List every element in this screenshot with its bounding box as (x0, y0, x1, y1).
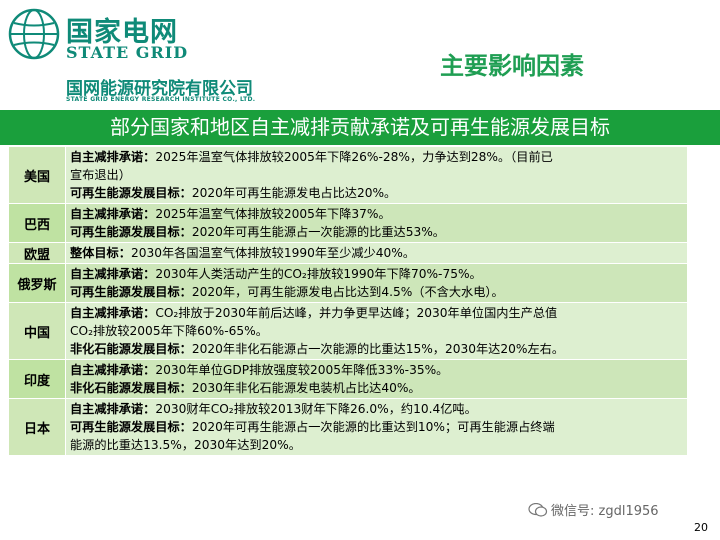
table-row: 俄罗斯 自主减排承诺：2030年人类活动产生的CO₂排放较1990年下降70%-7… (8, 263, 688, 303)
country-cell: 中国 (8, 302, 66, 360)
commitment-text: 2030年人类活动产生的CO₂排放较1990年下降70%-75%。 (155, 267, 482, 281)
commitment-cell: 自主减排承诺：2030年单位GDP排放强度较2005年降低33%-35%。 非化石… (65, 359, 688, 399)
table-row: 欧盟 整体目标：2030年各国温室气体排放较1990年至少减少40%。 (8, 242, 688, 264)
commitment-label: 自主减排承诺： (70, 402, 156, 416)
commitment-line: 非化石能源发展目标：2030年非化石能源发电装机占比达40%。 (70, 379, 683, 397)
commitment-label: 可再生能源发展目标： (70, 186, 192, 200)
commitment-line: 能源的比重达13.5%，2030年达到20%。 (70, 436, 683, 454)
commitment-line: 自主减排承诺：2025年温室气体排放较2005年下降37%。 (70, 205, 683, 223)
commitment-text: 2020年可再生能源占一次能源的比重达53%。 (191, 225, 445, 239)
country-cell: 欧盟 (8, 242, 66, 264)
commitment-text: 2030年各国温室气体排放较1990年至少减少40%。 (130, 246, 416, 260)
commitment-cell: 自主减排承诺：CO₂排放于2030年前后达峰，并力争更早达峰；2030年单位国内… (65, 302, 688, 360)
commitment-cell: 整体目标：2030年各国温室气体排放较1990年至少减少40%。 (65, 242, 688, 264)
logo-area: 国家电网 STATE GRID 国网能源研究院有限公司 STATE GRID E… (8, 6, 308, 106)
commitment-line: 自主减排承诺：2030年人类活动产生的CO₂排放较1990年下降70%-75%。 (70, 265, 683, 283)
watermark-text: 微信号: zgdl1956 (551, 504, 659, 519)
page-title: 主要影响因素 (440, 52, 584, 80)
commitment-text: 2025年温室气体排放较2005年下降37%。 (155, 207, 391, 221)
commitment-line: CO₂排放较2005年下降60%-65%。 (70, 322, 683, 340)
institute-name-cn: 国网能源研究院有限公司 (66, 79, 253, 99)
commitment-label: 整体目标： (70, 246, 131, 260)
commitment-line: 自主减排承诺：2030财年CO₂排放较2013财年下降26.0%，约10.4亿吨… (70, 400, 683, 418)
wechat-watermark: 微信号: zgdl1956 (528, 500, 659, 519)
commitment-line: 非化石能源发展目标：2020年非化石能源占一次能源的比重达15%，2030年达2… (70, 340, 683, 358)
banner-title: 部分国家和地区自主减排贡献承诺及可再生能源发展目标 (110, 115, 610, 139)
commitment-label: 自主减排承诺： (70, 267, 156, 281)
commitment-line: 自主减排承诺：2025年温室气体排放较2005年下降26%-28%，力争达到28… (70, 148, 683, 166)
brand-name-en: STATE GRID (66, 43, 189, 62)
commitment-text: 2030财年CO₂排放较2013财年下降26.0%，约10.4亿吨。 (155, 402, 477, 416)
commitment-cell: 自主减排承诺：2030财年CO₂排放较2013财年下降26.0%，约10.4亿吨… (65, 398, 688, 456)
title-banner: 部分国家和地区自主减排贡献承诺及可再生能源发展目标 (0, 110, 720, 145)
commitment-text: 2020年可再生能源占一次能源的比重达到10%；可再生能源占终端 (191, 420, 555, 434)
table-row: 中国 自主减排承诺：CO₂排放于2030年前后达峰，并力争更早达峰；2030年单位… (8, 302, 688, 360)
commitment-line: 可再生能源发展目标：2020年可再生能源占一次能源的比重达到10%；可再生能源占… (70, 418, 683, 436)
commitment-text: CO₂排放于2030年前后达峰，并力争更早达峰；2030年单位国内生产总值 (155, 306, 558, 320)
country-cell: 印度 (8, 359, 66, 399)
commitment-line: 可再生能源发展目标：2020年可再生能源占一次能源的比重达53%。 (70, 223, 683, 241)
commitment-cell: 自主减排承诺：2025年温室气体排放较2005年下降26%-28%，力争达到28… (65, 146, 688, 204)
commitment-text: 2030年非化石能源发电装机占比达40%。 (191, 381, 421, 395)
table-row: 巴西 自主减排承诺：2025年温室气体排放较2005年下降37%。 可再生能源发展目… (8, 203, 688, 243)
commitment-line: 可再生能源发展目标：2020年可再生能源发电占比达20%。 (70, 184, 683, 202)
brand-name-cn: 国家电网 (66, 17, 178, 48)
wechat-icon (528, 502, 548, 517)
commitment-line: 整体目标：2030年各国温室气体排放较1990年至少减少40%。 (70, 244, 683, 262)
commitment-line: 可再生能源发展目标：2020年，可再生能源发电占比达到4.5%（不含大水电）。 (70, 283, 683, 301)
commitment-text: CO₂排放较2005年下降60%-65%。 (70, 324, 268, 338)
commitment-text: 2020年可再生能源发电占比达20%。 (191, 186, 397, 200)
commitment-cell: 自主减排承诺：2030年人类活动产生的CO₂排放较1990年下降70%-75%。… (65, 263, 688, 303)
commitment-text: 2025年温室气体排放较2005年下降26%-28%，力争达到28%。（目前已 (155, 150, 553, 164)
commitment-label: 可再生能源发展目标： (70, 420, 192, 434)
commitment-text: 2020年非化石能源占一次能源的比重达15%，2030年达20%左右。 (191, 342, 565, 356)
commitment-label: 自主减排承诺： (70, 306, 156, 320)
state-grid-logo-icon (8, 8, 60, 60)
table-row: 美国 自主减排承诺：2025年温室气体排放较2005年下降26%-28%，力争达到… (8, 146, 688, 204)
commitments-table: 美国 自主减排承诺：2025年温室气体排放较2005年下降26%-28%，力争达到… (8, 146, 688, 456)
country-cell: 日本 (8, 398, 66, 456)
commitment-label: 可再生能源发展目标： (70, 285, 192, 299)
commitment-text: 2020年，可再生能源发电占比达到4.5%（不含大水电）。 (191, 285, 504, 299)
commitment-line: 自主减排承诺：CO₂排放于2030年前后达峰，并力争更早达峰；2030年单位国内… (70, 304, 683, 322)
page-number: 20 (694, 521, 708, 534)
commitment-label: 非化石能源发展目标： (70, 342, 192, 356)
country-cell: 美国 (8, 146, 66, 204)
commitment-text: 2030年单位GDP排放强度较2005年降低33%-35%。 (155, 363, 449, 377)
commitment-line: 自主减排承诺：2030年单位GDP排放强度较2005年降低33%-35%。 (70, 361, 683, 379)
table-row: 日本 自主减排承诺：2030财年CO₂排放较2013财年下降26.0%，约10.4… (8, 398, 688, 456)
commitment-text: 能源的比重达13.5%，2030年达到20%。 (70, 438, 301, 452)
country-cell: 俄罗斯 (8, 263, 66, 303)
commitment-label: 非化石能源发展目标： (70, 381, 192, 395)
commitment-text: 宣布退出） (70, 168, 131, 182)
commitment-cell: 自主减排承诺：2025年温室气体排放较2005年下降37%。 可再生能源发展目标：… (65, 203, 688, 243)
institute-name-en: STATE GRID ENERGY RESEARCH INSTITUTE CO.… (66, 96, 256, 103)
commitment-label: 自主减排承诺： (70, 363, 156, 377)
commitment-label: 可再生能源发展目标： (70, 225, 192, 239)
table-row: 印度 自主减排承诺：2030年单位GDP排放强度较2005年降低33%-35%。非… (8, 359, 688, 399)
country-cell: 巴西 (8, 203, 66, 243)
commitment-label: 自主减排承诺： (70, 150, 156, 164)
commitment-label: 自主减排承诺： (70, 207, 156, 221)
commitment-line: 宣布退出） (70, 166, 683, 184)
